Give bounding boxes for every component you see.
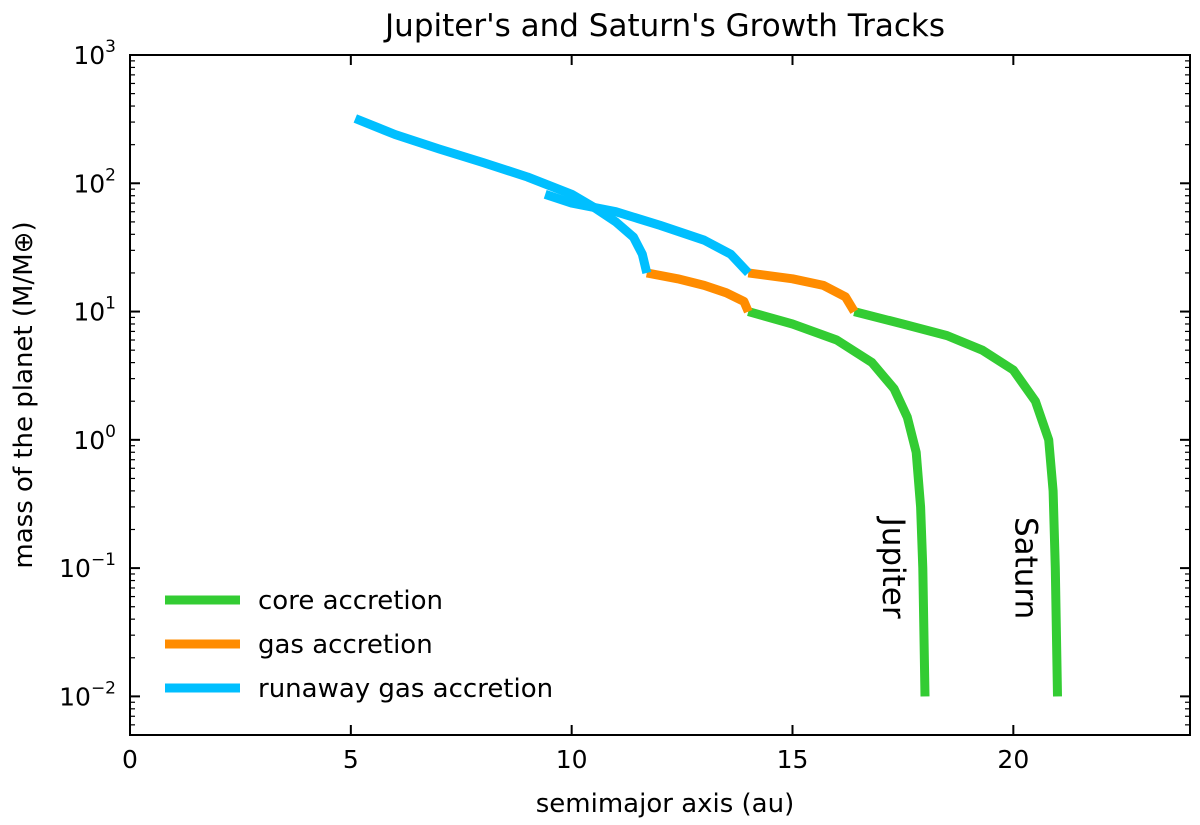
saturn-gas-segment [747, 268, 859, 314]
x-axis: 0 5 10 15 20 [122, 55, 1029, 774]
y-axis-label: mass of the planet (M/M⊕) [9, 221, 39, 568]
jupiter-gas-segment [645, 268, 753, 314]
y-axis: 10−2 10−1 100 101 102 103 [59, 37, 1190, 736]
y-tick-label: 101 [73, 294, 116, 327]
chart-title: Jupiter's and Saturn's Growth Tracks [383, 8, 945, 44]
legend: core accretion gas accretion runaway gas a… [165, 586, 553, 704]
legend-label-runaway: runaway gas accretion [258, 674, 553, 704]
saturn-runaway-segment [543, 190, 752, 276]
jupiter-track [353, 114, 930, 697]
x-axis-label: semimajor axis (au) [536, 789, 795, 819]
jupiter-core-segment [747, 307, 930, 697]
jupiter-label: Jupiter [875, 516, 911, 619]
plot-frame [129, 54, 1191, 736]
legend-label-core: core accretion [258, 586, 443, 616]
x-tick-label: 0 [122, 745, 138, 774]
y-tick-label: 102 [73, 165, 116, 198]
x-tick-label: 15 [777, 745, 809, 774]
saturn-label: Saturn [1008, 517, 1044, 619]
y-tick-label: 10−1 [59, 550, 116, 583]
planet-labels: Jupiter Saturn [875, 516, 1044, 620]
series-layer [353, 114, 1062, 697]
x-tick-label: 5 [343, 745, 359, 774]
y-tick-label: 100 [73, 422, 116, 455]
saturn-track [543, 190, 1062, 697]
saturn-core-segment [853, 307, 1062, 697]
y-tick-label: 10−2 [59, 678, 116, 711]
x-tick-label: 10 [556, 745, 588, 774]
jupiter-runaway-segment [353, 114, 652, 274]
x-tick-label: 20 [997, 745, 1029, 774]
legend-label-gas: gas accretion [258, 630, 433, 660]
y-tick-label: 103 [73, 37, 116, 70]
